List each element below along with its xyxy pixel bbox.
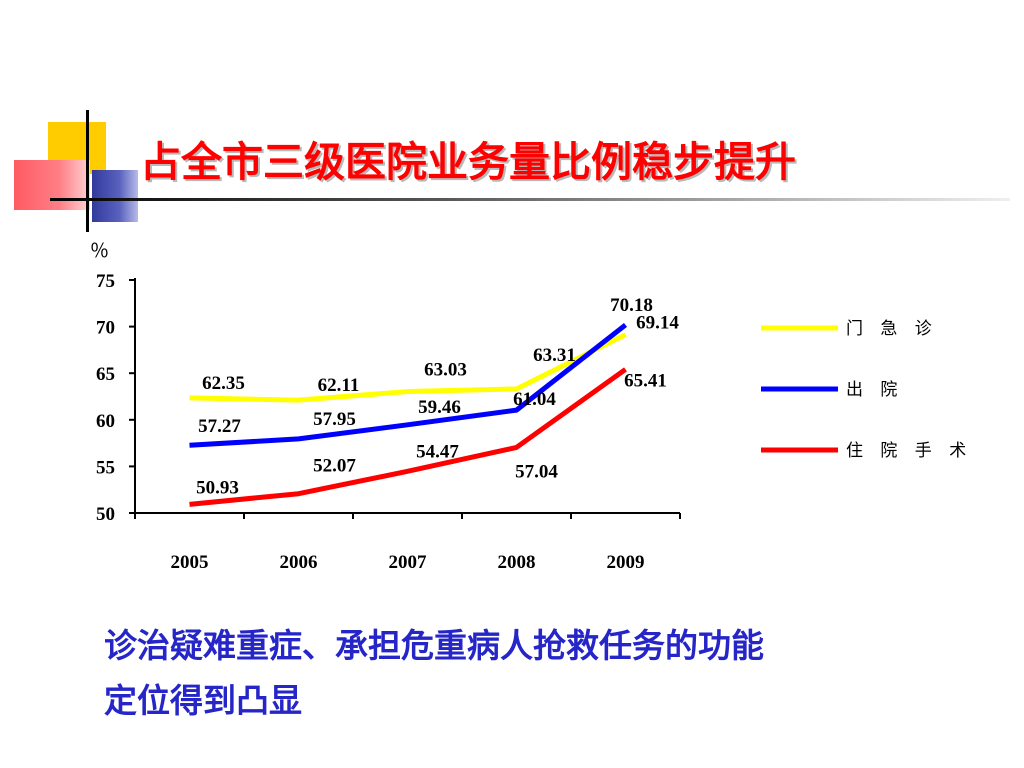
slide-title: 占全市三级医院业务量比例稳步提升 xyxy=(140,138,796,186)
data-label: 57.95 xyxy=(313,409,356,430)
y-tick-label: 60 xyxy=(96,411,115,432)
data-labels: 62.35 62.11 63.03 63.31 69.14 57.27 57.95 59.46… xyxy=(196,295,679,498)
y-ticks: 50 55 60 65 70 75 xyxy=(96,271,135,525)
data-label: 65.41 xyxy=(624,370,667,391)
legend-label: 出 院 xyxy=(846,380,903,400)
x-tick-label: 2006 xyxy=(280,552,318,573)
x-tick-label: 2005 xyxy=(171,552,209,573)
data-label: 61.04 xyxy=(513,389,556,410)
data-label: 57.27 xyxy=(198,416,241,437)
y-tick-label: 50 xyxy=(96,504,115,525)
title-underline xyxy=(50,198,1010,201)
x-tick-label: 2008 xyxy=(498,552,536,573)
data-label: 63.03 xyxy=(424,360,467,381)
caption-line-1: 诊治疑难重症、承担危重病人抢救任务的功能 xyxy=(104,626,764,665)
data-label: 70.18 xyxy=(610,295,653,316)
decor-red-square xyxy=(14,160,90,210)
data-label: 57.04 xyxy=(515,461,558,482)
data-label: 62.35 xyxy=(202,373,245,394)
y-tick-label: 55 xyxy=(96,457,115,478)
legend-label: 住 院 手 术 xyxy=(846,441,972,461)
y-tick-label: 65 xyxy=(96,364,115,385)
x-tick-label: 2007 xyxy=(389,552,428,573)
y-tick-label: 70 xyxy=(96,318,115,339)
series-lines xyxy=(189,322,628,507)
slide-caption: 诊治疑难重症、承担危重病人抢救任务的功能 定位得到凸显 xyxy=(104,618,924,728)
x-tick-label: 2009 xyxy=(607,552,645,573)
legend-item-outpatient: 门 急 诊 xyxy=(761,319,938,339)
legend-label: 门 急 诊 xyxy=(846,319,938,339)
data-label: 62.11 xyxy=(318,375,360,396)
series-line-outpatient xyxy=(189,332,627,403)
series-line-surgery xyxy=(189,367,627,507)
legend-item-surgery: 住 院 手 术 xyxy=(761,441,972,461)
y-tick-label: 75 xyxy=(96,271,115,292)
data-label: 52.07 xyxy=(313,456,356,477)
legend-item-discharge: 出 院 xyxy=(761,380,903,400)
y-unit-label: ％ xyxy=(90,240,109,262)
series-line-discharge xyxy=(189,322,628,448)
decor-vertical-line xyxy=(86,110,89,232)
data-label: 69.14 xyxy=(636,313,679,334)
data-label: 59.46 xyxy=(418,397,461,418)
x-ticks: 2005 2006 2007 2008 2009 xyxy=(134,513,681,573)
caption-line-2: 定位得到凸显 xyxy=(104,681,302,720)
legend: 门 急 诊出 院住 院 手 术 xyxy=(761,319,972,461)
decor-blue-square xyxy=(92,170,138,222)
data-label: 54.47 xyxy=(416,441,459,462)
data-label: 50.93 xyxy=(196,477,239,498)
line-chart: ％ 50 55 60 65 70 75 2005 2006 2007 2008 2009 62.3… xyxy=(90,240,972,573)
data-label: 63.31 xyxy=(533,345,576,366)
